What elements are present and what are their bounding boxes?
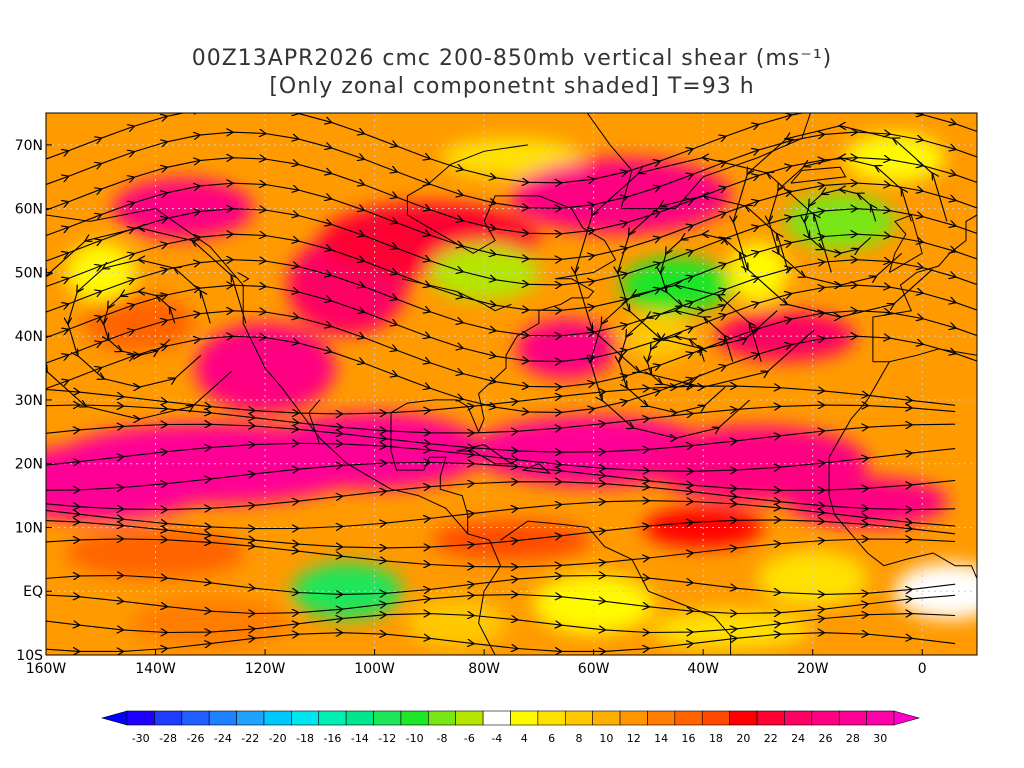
plot-frame bbox=[45, 112, 978, 656]
lat-tick-label-2: 50N bbox=[15, 265, 43, 281]
streamline-34 bbox=[733, 126, 948, 317]
lon-tick-label-8: 0 bbox=[918, 661, 927, 677]
shade-texture-13 bbox=[406, 598, 507, 649]
colorbar-swatch-2 bbox=[181, 710, 210, 726]
colorbar-label-12: -6 bbox=[464, 732, 475, 745]
colorbar-swatch-9 bbox=[373, 710, 402, 726]
colorbar-swatch-19 bbox=[647, 710, 676, 726]
colorbar-swatch-22 bbox=[729, 710, 758, 726]
axis-ticks: 160W 140W 120W 100W 80W 60W 40W 20W 0 70N 60N 50N 40… bbox=[15, 138, 927, 677]
colorbar-label-24: 24 bbox=[791, 732, 805, 745]
lat-tick-label-4: 30N bbox=[15, 393, 43, 409]
lat-tick-label-8: 10S bbox=[16, 648, 43, 664]
lon-tick-label-7: 20W bbox=[797, 661, 829, 677]
lat-tick-label-3: 40N bbox=[15, 329, 43, 345]
colorbar-swatch-18 bbox=[619, 710, 648, 726]
streamline-22 bbox=[46, 113, 977, 183]
lat-tick-label-5: 20N bbox=[15, 457, 43, 473]
colorbar-swatch-12 bbox=[455, 710, 484, 726]
lat-tick-label-6: 10N bbox=[15, 520, 43, 536]
colorbar-label-15: 6 bbox=[548, 732, 555, 745]
colorbar-swatch-4 bbox=[236, 710, 265, 726]
colorbar-label-1: -28 bbox=[159, 732, 177, 745]
colorbar-label-21: 18 bbox=[709, 732, 723, 745]
colorbar-swatch-25 bbox=[811, 710, 840, 726]
colorbar-swatch-23 bbox=[756, 710, 785, 726]
colorbar-label-27: 30 bbox=[873, 732, 887, 745]
lat-tick-label-7: EQ bbox=[23, 584, 43, 600]
colorbar-label-13: -4 bbox=[491, 732, 502, 745]
shade-texture-9 bbox=[431, 520, 592, 561]
plot-area bbox=[46, 113, 977, 655]
colorbar-swatch-14 bbox=[510, 710, 539, 726]
colorbar-swatch-13 bbox=[482, 710, 511, 726]
colorbar-label-6: -18 bbox=[296, 732, 314, 745]
colorbar-high-arrow bbox=[893, 710, 921, 726]
colorbar-label-8: -14 bbox=[351, 732, 369, 745]
colorbar-swatch-11 bbox=[428, 710, 457, 726]
colorbar-label-10: -10 bbox=[406, 732, 424, 745]
map-title-line2: [Only zonal componetnt shaded] T=93 h bbox=[269, 74, 755, 99]
lon-tick-label-5: 60W bbox=[578, 661, 610, 677]
colorbar-label-16: 8 bbox=[575, 732, 582, 745]
map-title-line1: 00Z13APR2026 cmc 200-850mb vertical shea… bbox=[191, 46, 833, 71]
colorbar-low-arrow bbox=[100, 710, 128, 726]
lon-tick-label-4: 80W bbox=[468, 661, 500, 677]
colorbar-label-2: -26 bbox=[186, 732, 204, 745]
colorbar-label-14: 4 bbox=[521, 732, 528, 745]
colorbar-swatch-20 bbox=[674, 710, 703, 726]
lon-tick-label-1: 140W bbox=[135, 661, 176, 677]
colorbar-swatch-16 bbox=[564, 710, 593, 726]
colorbar-swatch-24 bbox=[784, 710, 813, 726]
streamline-10 bbox=[46, 614, 956, 633]
colorbar-label-0: -30 bbox=[132, 732, 150, 745]
lon-tick-label-2: 120W bbox=[245, 661, 286, 677]
colorbar-label-9: -12 bbox=[378, 732, 396, 745]
streamline-12 bbox=[46, 576, 956, 595]
colorbar-label-7: -16 bbox=[323, 732, 341, 745]
colorbar-label-19: 14 bbox=[654, 732, 668, 745]
colorbar-swatch-1 bbox=[154, 710, 183, 726]
colorbar-label-3: -24 bbox=[214, 732, 232, 745]
colorbar-label-25: 26 bbox=[819, 732, 833, 745]
lon-tick-label-0: 160W bbox=[26, 661, 67, 677]
colorbar-label-5: -20 bbox=[269, 732, 287, 745]
colorbar-label-23: 22 bbox=[764, 732, 778, 745]
colorbar-swatch-6 bbox=[291, 710, 320, 726]
streamline-25 bbox=[46, 228, 247, 419]
lon-tick-label-3: 100W bbox=[354, 661, 395, 677]
colorbar-swatch-15 bbox=[537, 710, 566, 726]
colorbar-swatch-8 bbox=[345, 710, 374, 726]
colorbar-swatch-17 bbox=[592, 710, 621, 726]
colorbar: -30 -28 -26 -24 -22 -20 -18 -16 -14 -12 -10 -8 -6 -4 4… bbox=[100, 710, 921, 745]
colorbar-swatch-27 bbox=[866, 710, 895, 726]
shade-region-4 bbox=[511, 157, 732, 234]
streamlines bbox=[46, 113, 977, 652]
colorbar-swatch-3 bbox=[208, 710, 237, 726]
colorbar-label-17: 10 bbox=[599, 732, 613, 745]
colorbar-swatch-10 bbox=[400, 710, 429, 726]
colorbar-label-20: 16 bbox=[682, 732, 696, 745]
colorbar-swatch-26 bbox=[838, 710, 867, 726]
colorbar-swatch-21 bbox=[701, 710, 730, 726]
lon-tick-label-6: 40W bbox=[687, 661, 719, 677]
colorbar-label-11: -8 bbox=[437, 732, 448, 745]
colorbar-label-18: 12 bbox=[627, 732, 641, 745]
lat-tick-label-0: 70N bbox=[15, 138, 43, 154]
colorbar-label-26: 28 bbox=[846, 732, 860, 745]
colorbar-swatch-7 bbox=[318, 710, 347, 726]
colorbar-swatch-0 bbox=[126, 710, 155, 726]
colorbar-label-22: 20 bbox=[736, 732, 750, 745]
colorbar-swatch-5 bbox=[263, 710, 292, 726]
lat-tick-label-1: 60N bbox=[15, 202, 43, 218]
colorbar-label-4: -22 bbox=[241, 732, 259, 745]
